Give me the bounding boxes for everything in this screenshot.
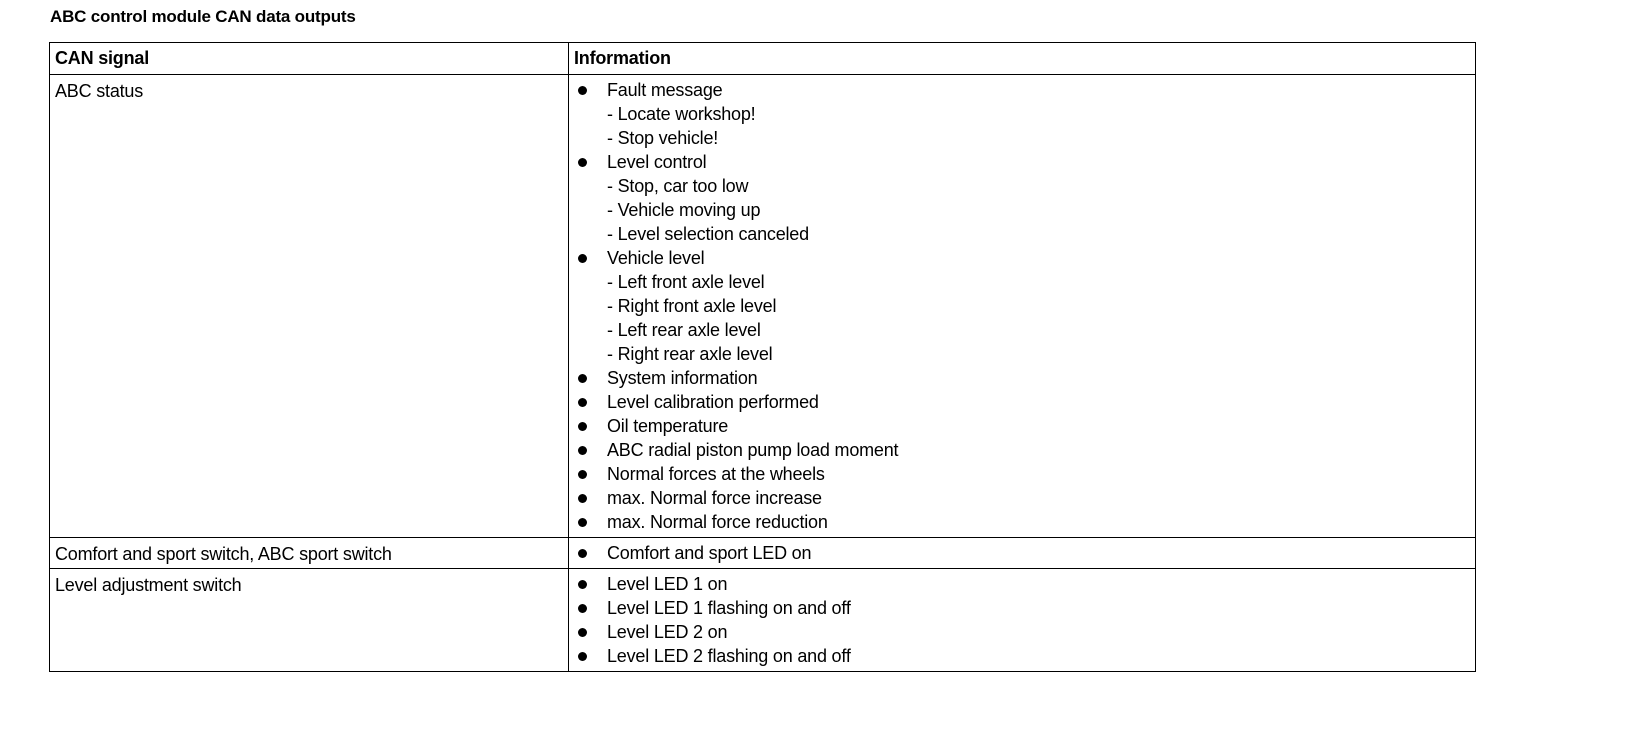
item-text: - Right rear axle level	[607, 344, 773, 364]
bullet-item: Level LED 2 flashing on and off	[574, 644, 1470, 668]
item-text: Level LED 2 flashing on and off	[607, 646, 851, 666]
item-text: - Left rear axle level	[607, 320, 761, 340]
bullet-item: max. Normal force reduction	[574, 510, 1470, 534]
item-text: Level LED 1 flashing on and off	[607, 598, 851, 618]
bullet-item: max. Normal force increase	[574, 486, 1470, 510]
table-header-row: CAN signal Information	[49, 42, 1476, 75]
bullet-item: Level calibration performed	[574, 390, 1470, 414]
item-text: max. Normal force increase	[607, 488, 822, 508]
bullet-item: Level control	[574, 150, 1470, 174]
bullet-item: Normal forces at the wheels	[574, 462, 1470, 486]
item-text: - Locate workshop!	[607, 104, 756, 124]
bullet-icon	[578, 494, 587, 503]
bullet-item: Level LED 1 flashing on and off	[574, 596, 1470, 620]
item-text: Normal forces at the wheels	[607, 464, 825, 484]
table-row: Level adjustment switch Level LED 1 on Lev…	[49, 568, 1476, 672]
item-text: max. Normal force reduction	[607, 512, 828, 532]
sub-item: - Left front axle level	[574, 270, 1470, 294]
bullet-icon	[578, 604, 587, 613]
bullet-item: Level LED 2 on	[574, 620, 1470, 644]
bullet-icon	[578, 580, 587, 589]
sub-item: - Stop, car too low	[574, 174, 1470, 198]
bullet-icon	[578, 549, 587, 558]
header-can-signal: CAN signal	[49, 42, 569, 75]
document-title: ABC control module CAN data outputs	[50, 7, 356, 26]
table-row: ABC status Fault message - Locate workshop…	[49, 74, 1476, 538]
information-cell: Comfort and sport LED on	[568, 537, 1476, 569]
header-information: Information	[568, 42, 1476, 75]
bullet-icon	[578, 422, 587, 431]
bullet-item: Fault message	[574, 78, 1470, 102]
item-text: Oil temperature	[607, 416, 729, 436]
item-text: Comfort and sport LED on	[607, 543, 812, 563]
bullet-item: System information	[574, 366, 1470, 390]
item-text: Level LED 2 on	[607, 622, 728, 642]
table-row: Comfort and sport switch, ABC sport swit…	[49, 537, 1476, 569]
item-text: Level LED 1 on	[607, 574, 728, 594]
item-text: Fault message	[607, 80, 723, 100]
sub-item: - Right rear axle level	[574, 342, 1470, 366]
item-text: - Stop vehicle!	[607, 128, 719, 148]
bullet-icon	[578, 470, 587, 479]
bullet-icon	[578, 158, 587, 167]
can-signal-cell: ABC status	[49, 74, 569, 538]
item-text: Level control	[607, 152, 707, 172]
item-text: - Stop, car too low	[607, 176, 749, 196]
bullet-icon	[578, 398, 587, 407]
bullet-icon	[578, 254, 587, 263]
bullet-icon	[578, 628, 587, 637]
item-text: - Level selection canceled	[607, 224, 809, 244]
item-text: - Left front axle level	[607, 272, 765, 292]
item-text: Vehicle level	[607, 248, 705, 268]
item-text: System information	[607, 368, 758, 388]
item-text: - Vehicle moving up	[607, 200, 761, 220]
bullet-icon	[578, 518, 587, 527]
can-signal-cell: Level adjustment switch	[49, 568, 569, 672]
can-signal-cell: Comfort and sport switch, ABC sport swit…	[49, 537, 569, 569]
bullet-item: Level LED 1 on	[574, 572, 1470, 596]
item-text: Level calibration performed	[607, 392, 819, 412]
information-cell: Level LED 1 on Level LED 1 flashing on an…	[568, 568, 1476, 672]
sub-item: - Left rear axle level	[574, 318, 1470, 342]
bullet-icon	[578, 374, 587, 383]
sub-item: - Level selection canceled	[574, 222, 1470, 246]
bullet-icon	[578, 86, 587, 95]
bullet-item: Vehicle level	[574, 246, 1470, 270]
sub-item: - Locate workshop!	[574, 102, 1470, 126]
sub-item: - Vehicle moving up	[574, 198, 1470, 222]
bullet-icon	[578, 652, 587, 661]
bullet-item: ABC radial piston pump load moment	[574, 438, 1470, 462]
item-text: ABC radial piston pump load moment	[607, 440, 899, 460]
sub-item: - Right front axle level	[574, 294, 1470, 318]
bullet-item: Oil temperature	[574, 414, 1470, 438]
item-text: - Right front axle level	[607, 296, 777, 316]
bullet-icon	[578, 446, 587, 455]
bullet-item: Comfort and sport LED on	[574, 541, 1470, 565]
can-data-table: CAN signal Information ABC status Fault m…	[49, 42, 1476, 672]
sub-item: - Stop vehicle!	[574, 126, 1470, 150]
information-cell: Fault message - Locate workshop! - Stop ve…	[568, 74, 1476, 538]
